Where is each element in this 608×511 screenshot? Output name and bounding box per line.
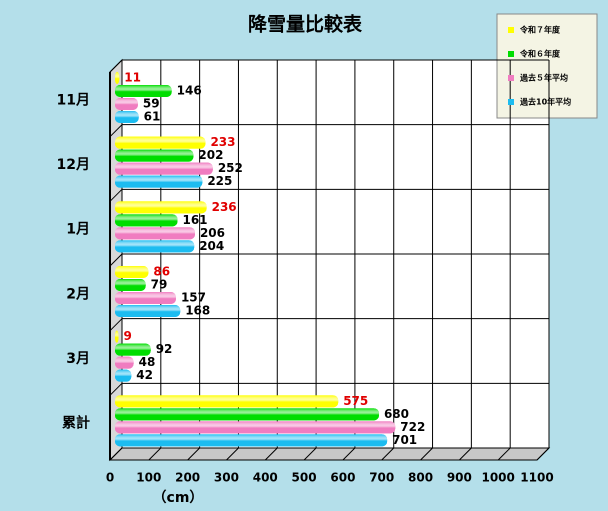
category-divider [109,253,123,267]
floor-line [303,447,317,461]
x-tick-label: 600 [330,471,355,485]
value-label: 236 [212,200,237,214]
value-label: 161 [182,213,207,227]
bar-shine [115,356,134,369]
bar-shine [115,421,396,434]
category-divider [109,59,123,73]
x-tick-label: 0 [106,471,114,485]
value-label: 79 [151,278,168,292]
floor-line [187,447,200,461]
floor-line [148,447,162,461]
legend-label: 令和６年度 [519,49,561,59]
value-label: 9 [123,329,131,343]
legend-label: 過去５年平均 [519,73,568,83]
bar-shine [115,227,195,240]
floor-line [264,447,278,461]
value-label: 86 [153,265,170,279]
value-label: 146 [177,84,202,98]
bar-shine [115,72,120,84]
value-label: 11 [124,71,141,85]
bar-shine [115,240,195,253]
category-divider [109,124,123,138]
floor-line [459,447,472,461]
bar-shine [115,149,194,162]
y-tick-label: 累計 [62,415,90,432]
value-label: 42 [136,368,153,382]
value-label: 59 [143,97,160,111]
category-divider [109,382,123,396]
value-label: 680 [384,407,409,421]
bar-shine [115,408,379,421]
value-label: 722 [400,420,425,434]
chart-title: 降雪量比較表 [248,13,363,36]
legend-swatch [508,27,514,33]
bar-shine [115,136,206,149]
y-tick-label: 12月 [57,157,90,173]
value-label: 206 [200,226,225,240]
x-tick-label: 300 [214,471,239,485]
bar-shine [115,292,176,304]
floor-line [497,447,511,461]
x-axis-label: （cm） [153,490,204,506]
floor-line [381,447,395,461]
floor-line [420,447,433,461]
bar-shine [115,201,207,214]
legend-swatch [508,75,514,81]
category-divider [109,188,123,202]
y-tick-label: 1月 [66,222,90,238]
legend-label: 過去10年平均 [519,97,571,107]
floor-line [109,447,123,461]
bar-shine [115,214,178,227]
value-label: 48 [139,355,156,369]
bar-shine [115,85,172,97]
value-label: 204 [199,239,224,253]
bar-shine [115,162,213,175]
value-label: 701 [392,433,417,447]
x-tick-label: 900 [447,471,472,485]
floor [108,447,551,461]
floor-line [226,447,239,461]
x-tick-label: 500 [292,471,317,485]
bar-shine [115,111,139,123]
bar-shine [115,330,119,343]
value-label: 168 [185,304,210,318]
x-tick-label: 1100 [520,471,553,485]
bar-shine [115,175,203,188]
legend-label: 令和７年度 [519,25,561,35]
value-label: 92 [156,342,173,356]
bar-shine [115,369,132,382]
value-label: 202 [198,148,223,162]
x-tick-label: 800 [408,471,433,485]
bar-shine [115,266,149,278]
x-tick-label: 400 [253,471,278,485]
legend-swatch [508,51,514,57]
value-label: 575 [343,394,368,408]
floor-line [342,447,356,461]
bar-shine [115,305,181,317]
value-label: 225 [207,174,232,188]
x-tick-label: 100 [136,471,161,485]
y-tick-label: 3月 [66,351,90,367]
bar-shine [115,343,151,356]
value-label: 252 [218,161,243,175]
floor-line [536,447,550,461]
x-tick-label: 700 [369,471,394,485]
bar-shine [115,434,388,447]
x-tick-label: 200 [175,471,200,485]
category-divider [109,318,123,332]
value-label: 61 [144,110,161,124]
legend-swatch [508,99,514,105]
value-label: 157 [181,291,206,305]
x-tick-label: 1000 [481,471,514,485]
bar-shine [115,395,339,408]
y-tick-label: 2月 [66,286,90,302]
value-label: 233 [210,135,235,149]
bar-shine [115,279,146,291]
bar-shine [115,98,138,110]
y-tick-label: 11月 [57,92,90,108]
